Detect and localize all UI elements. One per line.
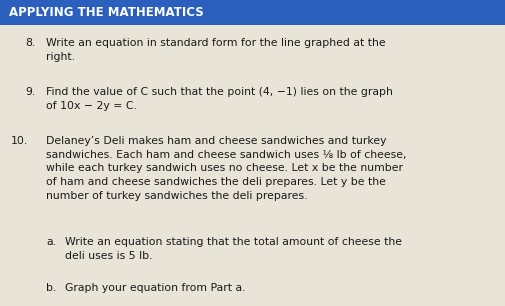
- Text: 10.: 10.: [11, 136, 28, 146]
- Text: 9.: 9.: [25, 87, 35, 97]
- Text: Delaney’s Deli makes ham and cheese sandwiches and turkey
sandwiches. Each ham a: Delaney’s Deli makes ham and cheese sand…: [46, 136, 407, 200]
- Text: Write an equation in standard form for the line graphed at the
right.: Write an equation in standard form for t…: [46, 38, 386, 62]
- Text: Write an equation stating that the total amount of cheese the
deli uses is 5 lb.: Write an equation stating that the total…: [65, 237, 401, 261]
- Text: APPLYING THE MATHEMATICS: APPLYING THE MATHEMATICS: [9, 6, 204, 19]
- Text: Find the value of C such that the point (4, −1) lies on the graph
of 10x − 2y = : Find the value of C such that the point …: [46, 87, 393, 111]
- Text: b.: b.: [46, 283, 57, 293]
- Text: 8.: 8.: [25, 38, 35, 48]
- Text: a.: a.: [46, 237, 57, 247]
- Bar: [0, 0, 505, 25]
- Text: Graph your equation from Part a.: Graph your equation from Part a.: [65, 283, 245, 293]
